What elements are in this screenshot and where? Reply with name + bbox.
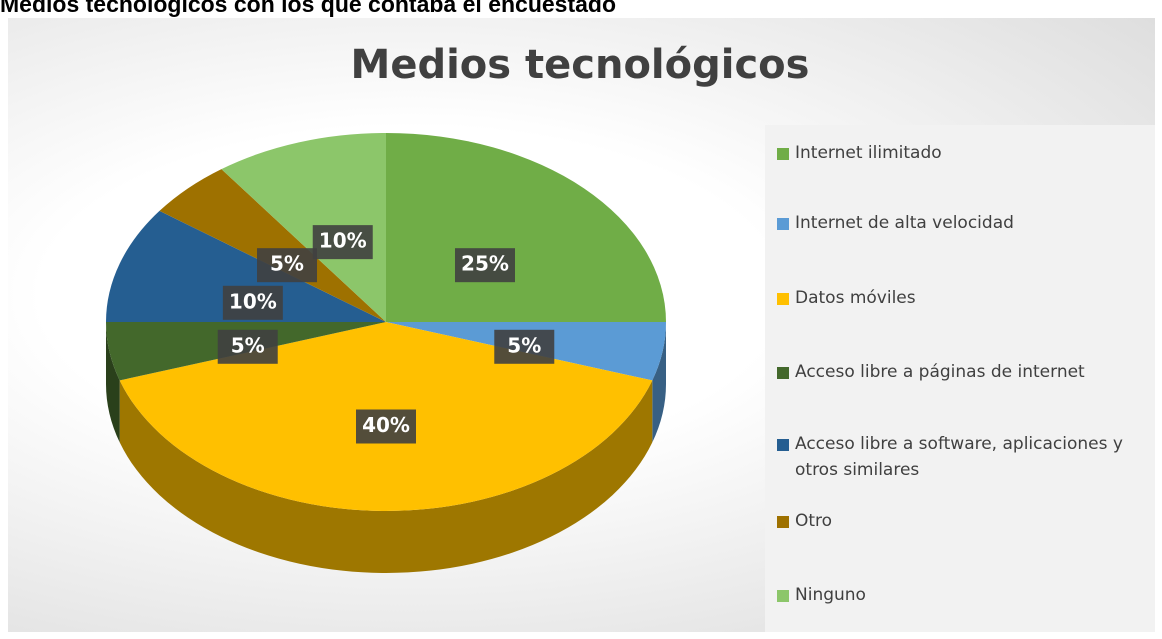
legend-label: Otro [795,511,833,531]
legend-swatch [777,148,789,160]
legend-swatch [777,218,789,230]
legend-item: Acceso libre a páginas de internet [777,359,1162,385]
data-label: 10% [229,289,277,313]
data-label: 5% [270,252,304,276]
legend-swatch [777,439,789,451]
legend-item: Datos móviles [777,285,1162,311]
data-label: 5% [231,333,265,357]
legend-label: Acceso libre a páginas de internet [795,362,1085,382]
legend-label: Datos móviles [795,288,916,308]
data-label: 40% [362,413,410,437]
slice-side [119,380,653,573]
slice-side [652,322,666,443]
data-label: 5% [507,333,541,357]
data-label-box [257,248,318,283]
legend-item: Otro [777,508,1162,534]
legend-label: Acceso libre a software, aplicaciones y … [795,434,1123,480]
legend-item: Internet de alta velocidad [777,210,1162,236]
slice [159,169,386,322]
data-label-box [494,329,555,364]
legend-item: Ninguno [777,582,1162,608]
legend-item: Acceso libre a software, aplicaciones y … [777,431,1162,483]
legend-label: Ninguno [795,585,866,605]
data-label: 10% [319,229,367,253]
legend-label: Internet ilimitado [795,143,942,163]
legend-swatch [777,516,789,528]
legend-swatch [777,367,789,379]
data-label-box [356,409,416,444]
slice [221,133,386,322]
chart-title: Medios tecnológicos [351,42,810,88]
slice [106,210,386,322]
slice [386,133,666,322]
heading: Medios tecnológicos con los que contaba … [0,0,617,17]
data-label-box [217,329,278,364]
legend-label: Internet de alta velocidad [795,213,1014,233]
data-label: 25% [461,252,509,276]
slice-side [106,322,120,443]
legend-swatch [777,293,789,305]
data-label-box [312,225,373,260]
legend-item: Internet ilimitado [777,140,1162,166]
pie [106,133,666,573]
data-label-box [222,285,283,320]
legend-swatch [777,590,789,602]
data-label-box [454,248,515,283]
legend: Internet ilimitado Internet de alta veloc… [765,125,1155,632]
